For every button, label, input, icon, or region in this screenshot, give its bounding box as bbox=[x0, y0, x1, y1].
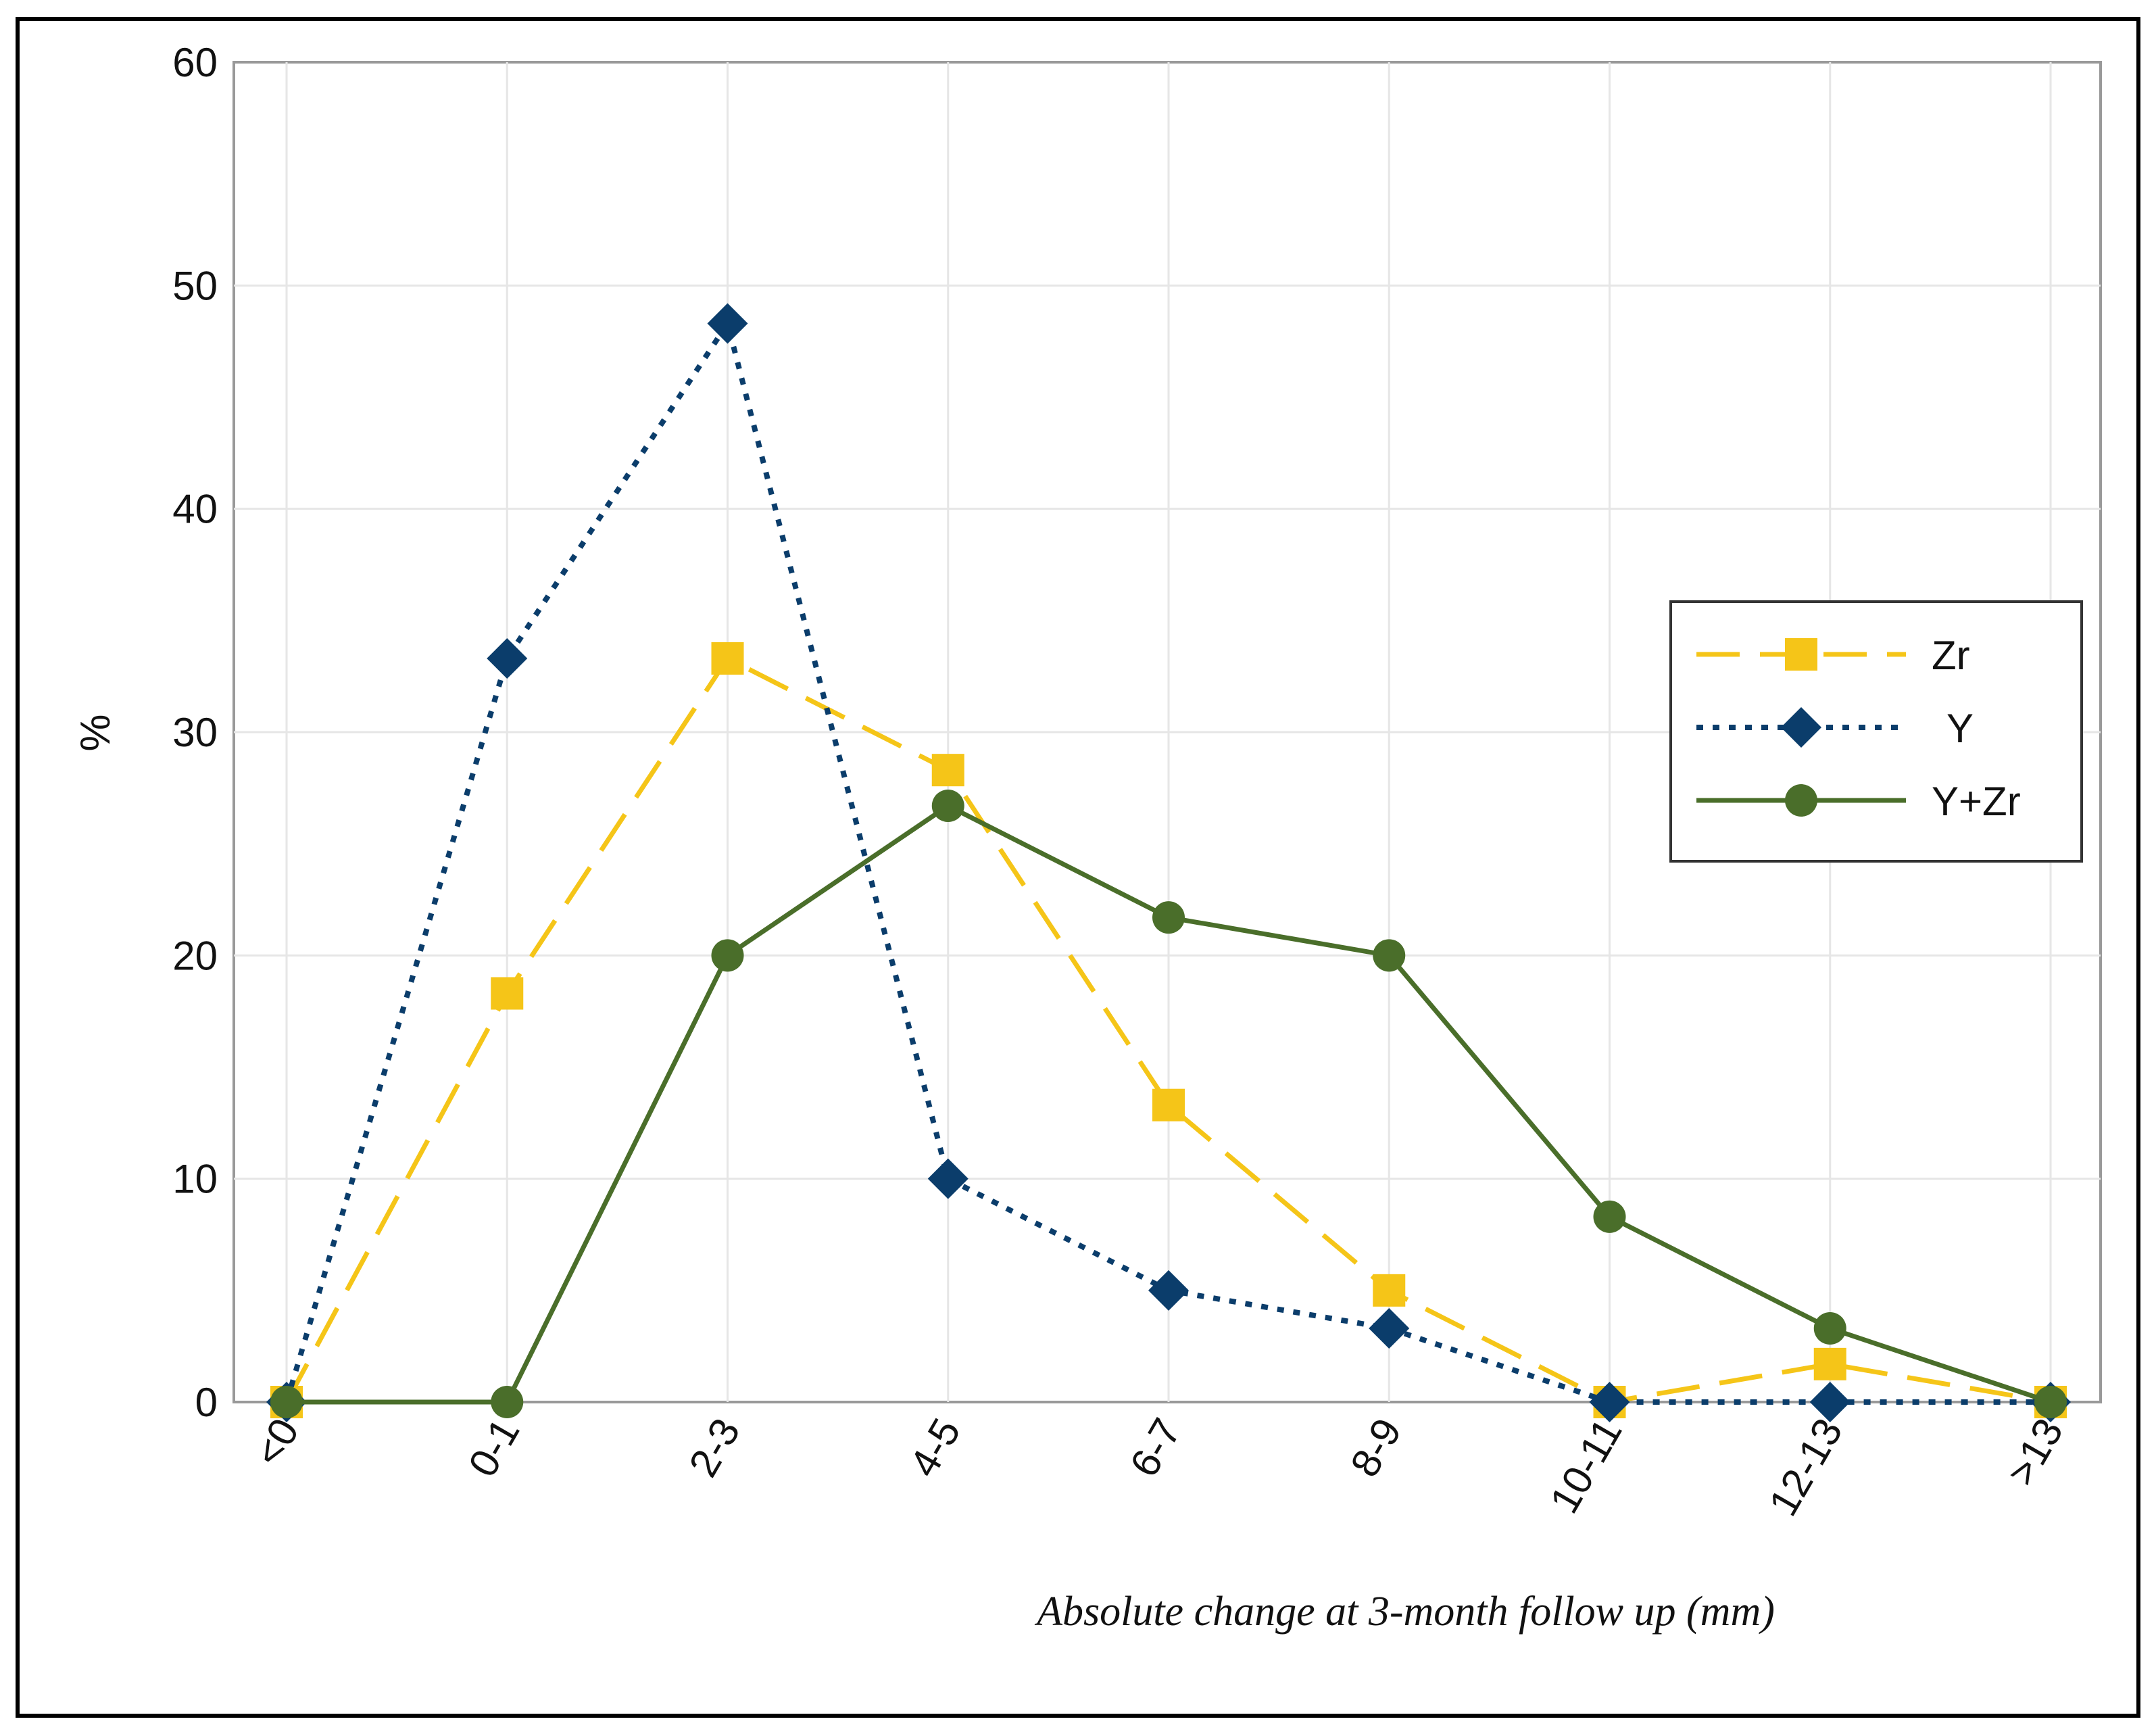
data-point bbox=[270, 1386, 303, 1418]
legend-marker bbox=[1781, 707, 1821, 748]
legend-label: Zr bbox=[1932, 633, 1970, 678]
data-point bbox=[931, 790, 964, 823]
legend: Zr Y Y+Zr bbox=[1669, 600, 2083, 863]
legend-item: Y+Zr bbox=[1696, 779, 2021, 824]
y-axis-title: % bbox=[72, 714, 119, 751]
y-tick-label: 60 bbox=[172, 40, 218, 85]
y-tick-label: 30 bbox=[172, 710, 218, 755]
data-point bbox=[1369, 1307, 1410, 1349]
y-axis-ticks: 0 10 20 30 40 50 60 bbox=[172, 40, 218, 1425]
y-tick-label: 0 bbox=[195, 1380, 218, 1425]
data-point bbox=[931, 754, 964, 787]
data-point bbox=[1813, 1347, 1846, 1380]
series-y-zr bbox=[270, 790, 2067, 1418]
y-tick-label: 20 bbox=[172, 933, 218, 978]
legend-box bbox=[1669, 600, 2083, 863]
data-point bbox=[1152, 901, 1185, 934]
data-point bbox=[1152, 1088, 1185, 1122]
legend-label: Y bbox=[1946, 706, 1974, 751]
data-point bbox=[1148, 1270, 1189, 1311]
y-tick-label: 50 bbox=[172, 263, 218, 308]
data-point bbox=[2034, 1386, 2067, 1418]
data-point bbox=[707, 303, 748, 344]
data-point bbox=[1809, 1382, 1851, 1422]
legend-marker bbox=[1785, 638, 1817, 671]
data-point bbox=[1373, 1274, 1406, 1307]
legend-marker bbox=[1785, 784, 1817, 817]
y-tick-label: 40 bbox=[172, 487, 218, 532]
data-point bbox=[711, 939, 744, 972]
data-point bbox=[1593, 1200, 1626, 1233]
data-point bbox=[491, 977, 524, 1010]
data-point bbox=[1589, 1382, 1630, 1422]
data-point bbox=[1813, 1311, 1846, 1345]
data-point bbox=[1373, 939, 1406, 972]
data-point bbox=[491, 1386, 524, 1418]
y-tick-label: 10 bbox=[172, 1157, 218, 1202]
legend-item: Zr bbox=[1696, 633, 1970, 678]
data-point bbox=[927, 1158, 969, 1199]
legend-item: Y bbox=[1696, 706, 1974, 751]
data-point bbox=[711, 642, 744, 675]
series-line bbox=[284, 656, 2051, 1405]
series bbox=[266, 303, 2071, 1422]
data-point bbox=[487, 637, 528, 679]
x-axis-title: Absolute change at 3-month follow up (mm… bbox=[1034, 1589, 1775, 1635]
legend-label: Y+Zr bbox=[1932, 779, 2021, 824]
